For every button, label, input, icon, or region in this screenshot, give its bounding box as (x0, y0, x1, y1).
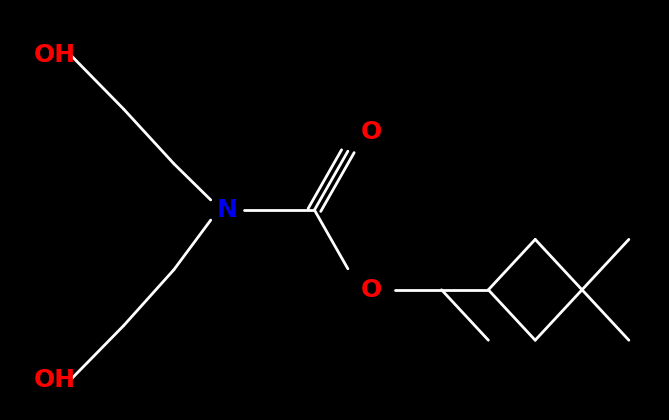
Text: N: N (217, 198, 238, 222)
Text: OH: OH (33, 42, 76, 67)
Text: OH: OH (33, 368, 76, 392)
Text: O: O (361, 278, 382, 302)
Text: O: O (361, 120, 382, 144)
